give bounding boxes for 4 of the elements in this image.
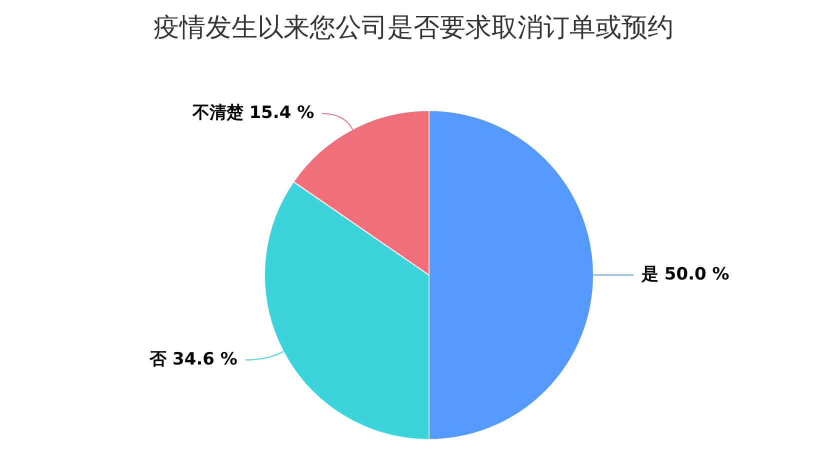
slice-label: 不清楚 15.4 % <box>191 102 314 123</box>
slice-label: 否 34.6 % <box>148 349 238 370</box>
slice-label: 是 50.0 % <box>640 264 730 284</box>
chart-title: 疫情发生以来您公司是否要求取消订单或预约 <box>152 12 674 45</box>
